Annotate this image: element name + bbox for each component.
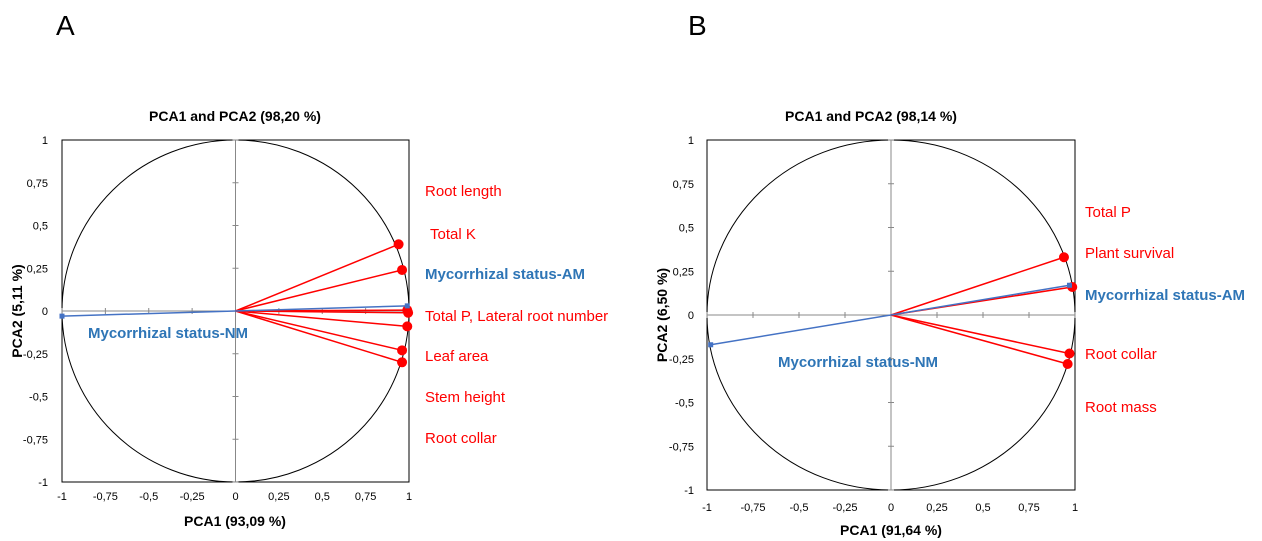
chart2-x-tick-label: -1 <box>702 502 712 514</box>
chart1-x-tick-label: 1 <box>406 491 412 503</box>
chart2-x-tick-label: 1 <box>1072 502 1078 514</box>
chart1-x-tick-label: -1 <box>57 491 67 503</box>
chart1-x-tick-label: 0,75 <box>355 491 376 503</box>
chart1-variable-vector <box>235 310 403 364</box>
chart1-supplementary-point <box>59 313 65 319</box>
chart2-y-tick-label: 0,5 <box>679 223 694 235</box>
chart1-x-tick-label: 0,25 <box>268 491 289 503</box>
chart1-x-axis-title: PCA1 (93,09 %) <box>184 513 286 529</box>
chart1-y-tick-label: -0,5 <box>29 392 48 404</box>
chart1-x-tick-label: 0 <box>232 491 238 503</box>
chart1-variable-point <box>397 264 408 275</box>
chart2-x-tick-label: -0,25 <box>832 502 857 514</box>
chart1-variable-label: Mycorrhizal status-NM <box>88 325 248 342</box>
chart2-supplementary-vector <box>890 284 1070 316</box>
chart1-variable-point <box>403 307 414 318</box>
chart2-x-tick-label: 0 <box>888 502 894 514</box>
chart1-variable-point <box>402 321 413 332</box>
chart2-supplementary-vector <box>710 314 892 346</box>
chart1-variable-label: Total K <box>430 226 476 243</box>
chart2-y-tick-label: 1 <box>688 135 694 147</box>
chart2-variable-label: Root collar <box>1085 346 1157 363</box>
chart2-y-tick-label: -0,25 <box>669 354 694 366</box>
panel-letter-a: A <box>56 10 75 41</box>
chart2-title: PCA1 and PCA2 (98,14 %) <box>785 108 957 124</box>
chart1-y-tick-label: -1 <box>38 477 48 489</box>
chart1-y-tick-label: -0,75 <box>23 434 48 446</box>
chart1-y-axis-title: PCA2 (5,11 %) <box>9 264 25 357</box>
chart1-supplementary-point <box>404 303 410 309</box>
chart2-variable-label: Root mass <box>1085 399 1157 416</box>
chart1-variable-label: Leaf area <box>425 348 489 365</box>
chart1-variable-point <box>393 239 404 250</box>
chart1-x-tick-label: -0,75 <box>93 491 118 503</box>
chart1-x-tick-label: -0,5 <box>139 491 158 503</box>
chart2-y-tick-label: 0,75 <box>673 179 694 191</box>
chart2-variable-label: Mycorrhizal status-NM <box>778 354 938 371</box>
chart2-y-tick-label: -1 <box>684 485 694 497</box>
chart2-x-axis-title: PCA1 (91,64 %) <box>840 522 942 538</box>
chart2-supplementary-point <box>708 342 714 348</box>
chart2-variable-point <box>1064 348 1075 359</box>
chart2-variable-point <box>1058 252 1069 263</box>
chart2-variable-vector <box>890 314 1068 365</box>
chart2-y-tick-label: 0,25 <box>673 266 694 278</box>
chart2-variable-label: Total P <box>1085 204 1131 221</box>
chart1-variable-label: Root collar <box>425 430 497 447</box>
chart2-y-axis-title: PCA2 (6,50 %) <box>654 268 670 362</box>
chart2-supplementary-point <box>1066 282 1072 288</box>
chart1-variable-vector <box>235 310 403 352</box>
chart1-title: PCA1 and PCA2 (98,20 %) <box>149 108 321 124</box>
chart2-variable-vector <box>890 256 1065 316</box>
chart2-variable-label: Plant survival <box>1085 245 1174 262</box>
chart1-variable-point <box>397 357 408 368</box>
chart1-y-tick-label: 0 <box>42 306 48 318</box>
chart1-y-tick-label: -0,25 <box>23 349 48 361</box>
chart2-x-tick-label: 0,75 <box>1018 502 1039 514</box>
chart1-variable-vector <box>235 269 403 312</box>
chart2-variable-point <box>1062 359 1073 369</box>
chart1-y-tick-label: 0,75 <box>27 178 48 190</box>
chart1-x-tick-label: 0,5 <box>315 491 330 503</box>
chart1-variable-label: Total P, Lateral root number <box>425 308 608 325</box>
chart2-y-tick-label: -0,75 <box>669 441 694 453</box>
chart1-variable-vector <box>235 243 399 312</box>
chart1-variable-label: Mycorrhizal status-AM <box>425 266 585 283</box>
chart2-x-tick-label: -0,5 <box>790 502 809 514</box>
chart2-x-tick-label: -0,75 <box>740 502 765 514</box>
chart2-x-tick-label: 0,25 <box>926 502 947 514</box>
chart1-variable-vector <box>235 310 408 328</box>
chart2-y-tick-label: -0,5 <box>675 398 694 410</box>
chart1-variable-point <box>397 345 408 356</box>
chart1-variable-label: Root length <box>425 183 502 200</box>
chart1-supplementary-vector <box>61 310 236 317</box>
chart2-variable-label: Mycorrhizal status-AM <box>1085 287 1245 304</box>
chart2-x-tick-label: 0,5 <box>975 502 990 514</box>
panel-letter-b: B <box>688 10 707 41</box>
chart1-supplementary-vector <box>235 305 408 312</box>
chart1-x-tick-label: -0,25 <box>180 491 205 503</box>
chart1-variable-label: Stem height <box>425 389 506 406</box>
chart1-y-tick-label: 1 <box>42 135 48 147</box>
chart2-variable-vector <box>890 314 1070 355</box>
chart1-y-tick-label: 0,5 <box>33 221 48 233</box>
chart1-y-tick-label: 0,25 <box>27 263 48 275</box>
chart2-y-tick-label: 0 <box>688 310 694 322</box>
chart1-variable-vector <box>235 310 409 314</box>
